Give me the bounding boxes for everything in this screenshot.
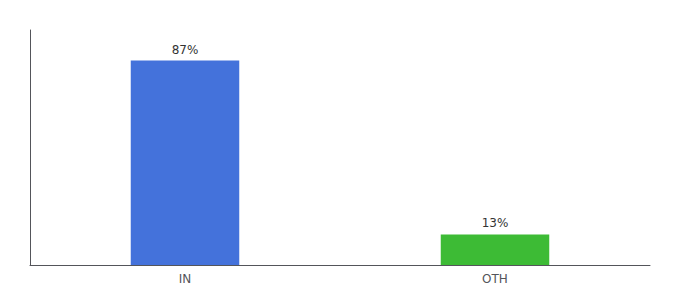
svg-text:IN: IN: [179, 272, 192, 286]
svg-text:OTH: OTH: [482, 272, 508, 286]
svg-text:87%: 87%: [172, 43, 199, 57]
svg-text:13%: 13%: [482, 216, 509, 230]
